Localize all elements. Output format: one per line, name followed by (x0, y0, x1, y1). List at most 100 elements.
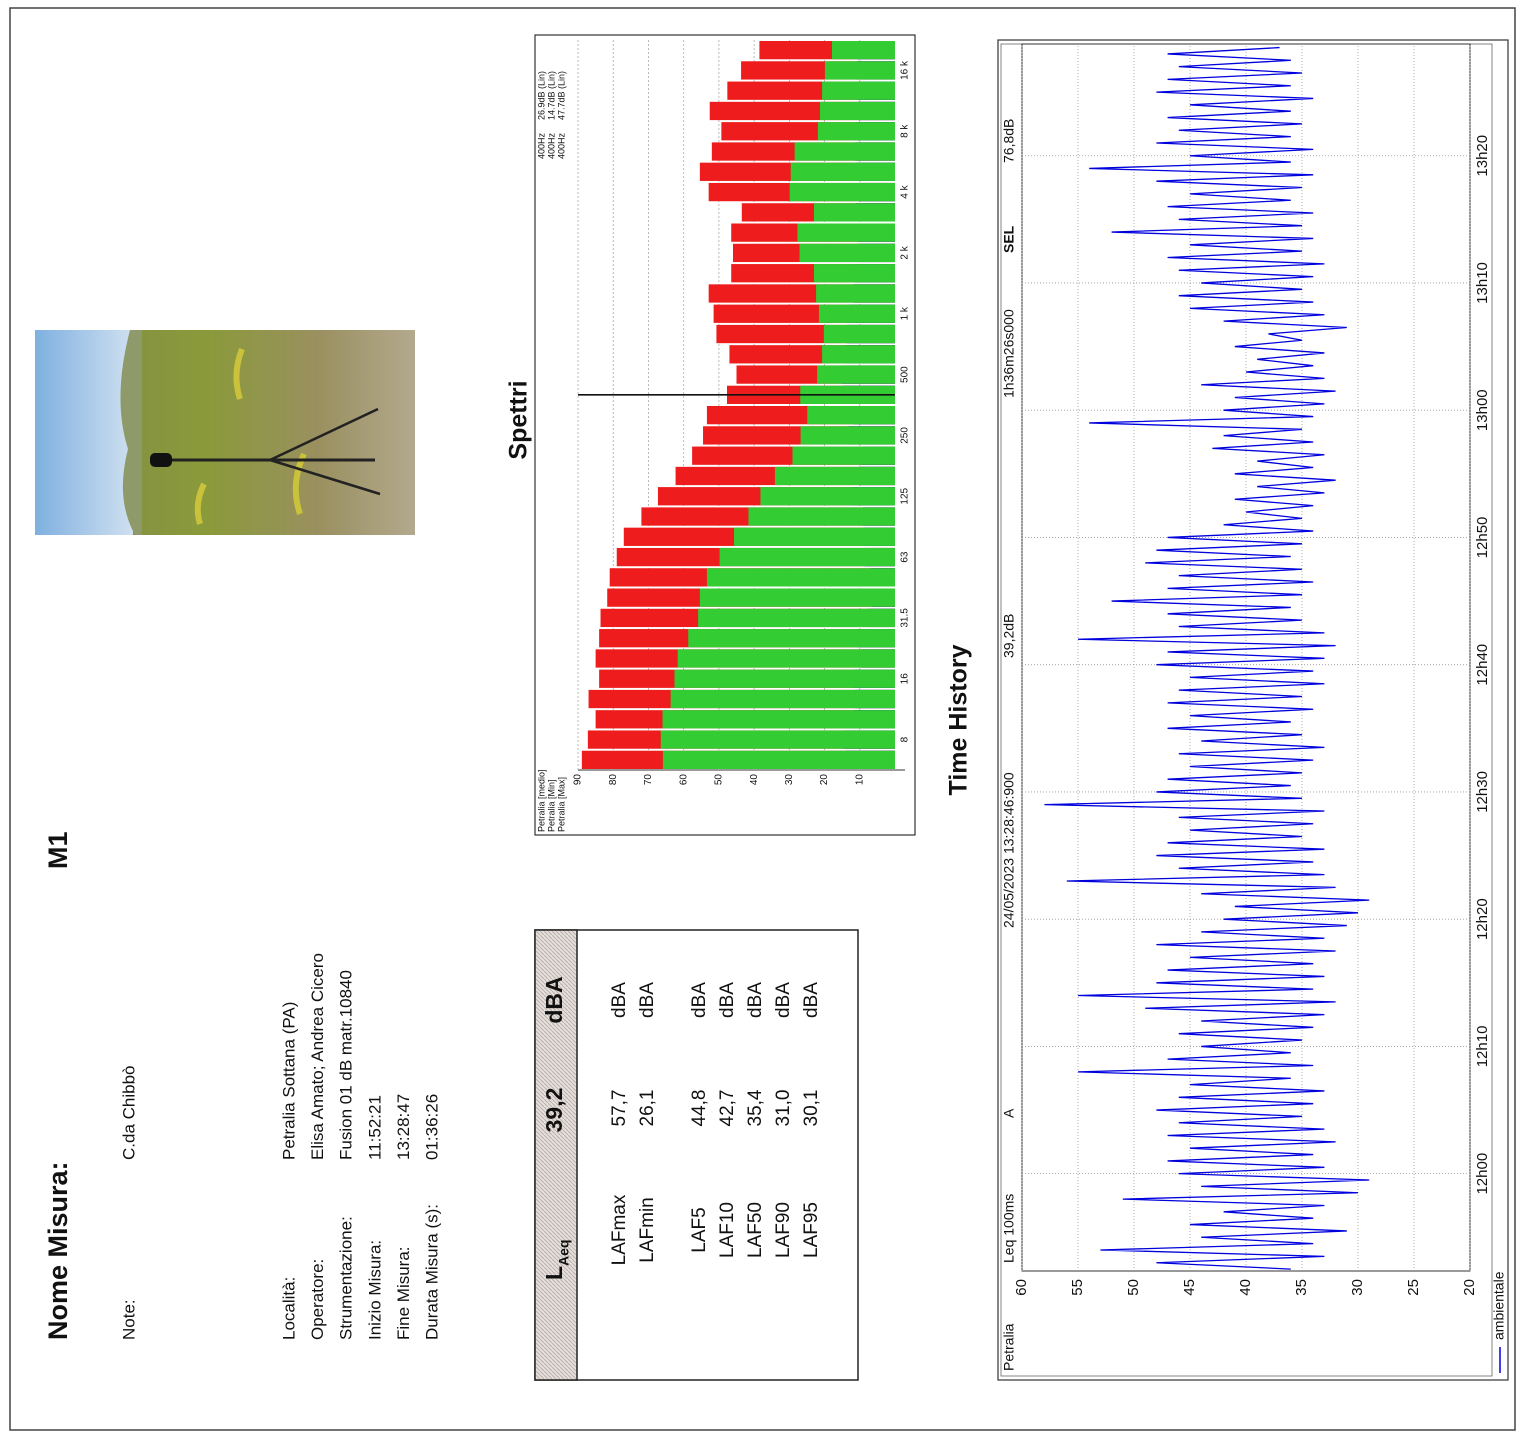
legend-entry: Petralia [Min] (546, 779, 556, 832)
results-header-subscript: Aeq (556, 1240, 572, 1266)
y-tick-label: 45 (1181, 1279, 1198, 1296)
bar (824, 61, 895, 80)
bar (734, 527, 895, 546)
x-tick-label: 16 k (900, 60, 911, 80)
page-frame (9, 7, 1516, 1431)
x-tick-label: 250 (900, 427, 911, 444)
chart-title: Spettri (505, 380, 533, 459)
legend-entry: Petralia [Max] (556, 777, 566, 832)
bar (822, 345, 896, 364)
results-label: LAF10 (717, 1202, 738, 1258)
bar (822, 81, 896, 100)
chart-header: 39,2dB (1001, 614, 1017, 658)
results-value: 57,7 (609, 1090, 630, 1127)
y-tick-label: 25 (1405, 1279, 1422, 1296)
bar (760, 487, 895, 506)
bar (813, 264, 895, 283)
bar (819, 101, 896, 121)
y-tick-label: 90 (573, 774, 584, 786)
info-label: Operatore: (308, 1259, 327, 1340)
bar (699, 588, 895, 607)
results-value: 26,1 (637, 1090, 658, 1127)
results-unit: dBA (689, 982, 710, 1018)
results-label: LAF5 (689, 1207, 710, 1252)
photo-tripod (269, 407, 379, 462)
y-tick-label: 50 (714, 774, 725, 786)
x-tick-label: 8 k (900, 124, 911, 138)
photo-hills (120, 330, 142, 535)
photo (35, 330, 415, 535)
y-tick-label: 80 (608, 774, 619, 786)
x-tick-label: 12h40 (1474, 644, 1491, 686)
results-value: 30,1 (801, 1090, 822, 1127)
bar (662, 750, 895, 769)
x-tick-label: 12h50 (1474, 517, 1491, 559)
y-tick-label: 10 (854, 774, 865, 786)
info-value: Petralia Sottana (PA) (279, 1002, 298, 1160)
bar (674, 669, 896, 688)
info-value: 01:36:26 (422, 1094, 441, 1160)
chart-header: Petralia (1001, 1323, 1017, 1371)
photo-tripod (269, 458, 381, 496)
y-tick-label: 70 (643, 774, 654, 786)
results-unit: dBA (609, 982, 630, 1018)
readout-frequency: 400Hz (536, 132, 546, 159)
bar (818, 304, 895, 323)
bar (748, 507, 896, 526)
chart-header: 76,8dB (1001, 119, 1017, 163)
bar (817, 365, 895, 384)
bar (794, 142, 895, 161)
chart-frame (997, 39, 1509, 1381)
bar (662, 710, 895, 729)
x-tick-label: 12h20 (1474, 898, 1491, 940)
bar (688, 629, 895, 648)
results-header-value: 39,2 (541, 1088, 567, 1133)
results-label: LAF95 (801, 1202, 822, 1258)
bar (790, 162, 896, 181)
results-unit: dBA (745, 982, 766, 1018)
info-label: Inizio Misura: (365, 1240, 384, 1340)
x-tick-label: 500 (900, 366, 911, 383)
x-tick-label: 13h10 (1474, 262, 1491, 304)
x-tick-label: 2 k (900, 245, 911, 259)
readout-value: 47.7dB (Lin) (556, 71, 566, 120)
bar (789, 182, 895, 202)
bar (831, 41, 895, 60)
y-tick-label: 55 (1069, 1279, 1086, 1296)
chart-header: SEL (1001, 225, 1017, 253)
photo-sky (35, 330, 133, 535)
info-label: Località: (279, 1277, 298, 1340)
x-tick-label: 16 (900, 673, 911, 685)
results-unit: dBA (801, 982, 822, 1018)
readout-frequency: 400Hz (546, 132, 556, 159)
bar (677, 649, 895, 668)
bar (698, 608, 896, 628)
readout-value: 26.9dB (Lin) (536, 71, 546, 120)
bar (706, 568, 895, 587)
results-value: 31,0 (773, 1090, 794, 1127)
x-tick-label: 125 (900, 487, 911, 504)
bar (800, 426, 895, 445)
results-label: LAFmax (609, 1194, 630, 1265)
results-header-label: L (541, 1266, 567, 1280)
results-label: LAF90 (773, 1202, 794, 1258)
results-value: 44,8 (689, 1090, 710, 1127)
y-tick-label: 40 (1237, 1279, 1254, 1296)
bar (774, 466, 895, 486)
y-tick-label: 60 (678, 774, 689, 786)
y-tick-label: 40 (749, 774, 760, 786)
x-tick-label: 31.5 (900, 608, 911, 628)
x-tick-label: 12h00 (1474, 1153, 1491, 1195)
x-tick-label: 13h20 (1474, 135, 1491, 177)
chart-header: 24/05/2023 13:28:46:900 (1001, 772, 1017, 928)
legend-entry: Petralia [medio] (536, 769, 546, 832)
bar (792, 446, 896, 465)
legend-entry: ambientale (1491, 1271, 1507, 1340)
x-tick-label: 12h10 (1474, 1026, 1491, 1068)
info-value: Fusion 01 dB matr.10840 (337, 970, 356, 1160)
note-value: C.da Chibbò (119, 1065, 138, 1160)
info-label: Fine Misura: (394, 1246, 413, 1340)
